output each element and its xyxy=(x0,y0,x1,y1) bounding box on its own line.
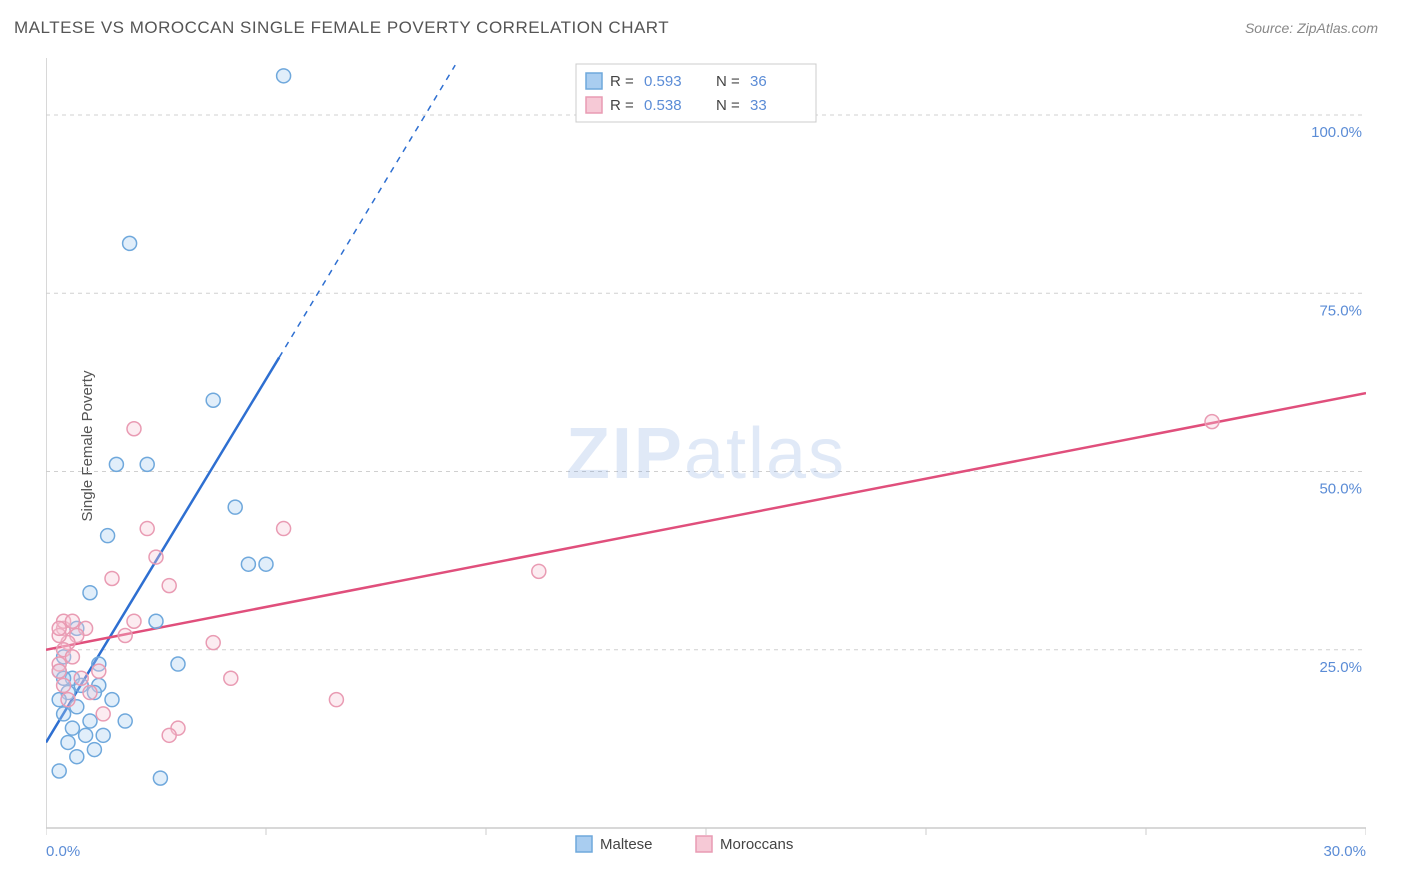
data-point xyxy=(96,707,110,721)
trend-line-extrapolated xyxy=(279,65,455,357)
scatter-plot: ZIPatlas R = 0.593 N = 36 R = 0.538 N = 33 Malt… xyxy=(46,58,1366,858)
data-point xyxy=(277,522,291,536)
data-point xyxy=(109,457,123,471)
data-point xyxy=(149,550,163,564)
legend-n-value: 36 xyxy=(750,73,767,90)
data-point xyxy=(532,564,546,578)
data-point xyxy=(123,236,137,250)
data-point xyxy=(65,721,79,735)
legend-swatch xyxy=(696,836,712,852)
data-point xyxy=(329,693,343,707)
data-point xyxy=(149,614,163,628)
legend-n-value: 33 xyxy=(750,97,767,114)
legend-swatch xyxy=(576,836,592,852)
chart-title: MALTESE VS MOROCCAN SINGLE FEMALE POVERT… xyxy=(14,18,669,38)
data-point xyxy=(140,457,154,471)
legend-series-label: Maltese xyxy=(600,836,653,853)
data-point xyxy=(92,664,106,678)
data-point xyxy=(206,636,220,650)
legend-n-label: N = xyxy=(716,97,740,114)
data-point xyxy=(74,671,88,685)
data-point xyxy=(83,714,97,728)
legend-swatch xyxy=(586,97,602,113)
data-point xyxy=(127,614,141,628)
data-point xyxy=(61,735,75,749)
legend-swatch xyxy=(586,73,602,89)
data-point xyxy=(206,393,220,407)
source-attribution: Source: ZipAtlas.com xyxy=(1245,20,1378,36)
data-point xyxy=(57,678,71,692)
x-tick-label: 30.0% xyxy=(1323,843,1366,858)
data-point xyxy=(162,579,176,593)
data-point xyxy=(96,728,110,742)
data-point xyxy=(171,657,185,671)
data-point xyxy=(52,664,66,678)
data-point xyxy=(105,693,119,707)
data-point xyxy=(127,422,141,436)
legend-series-label: Moroccans xyxy=(720,836,793,853)
legend-n-label: N = xyxy=(716,73,740,90)
data-point xyxy=(70,750,84,764)
data-point xyxy=(224,671,238,685)
legend-r-value: 0.538 xyxy=(644,97,682,114)
data-point xyxy=(118,714,132,728)
data-point xyxy=(65,650,79,664)
data-point xyxy=(65,614,79,628)
data-point xyxy=(61,693,75,707)
data-point xyxy=(83,686,97,700)
x-tick-label: 0.0% xyxy=(46,843,80,858)
watermark: ZIPatlas xyxy=(566,414,846,494)
data-point xyxy=(162,728,176,742)
y-tick-label: 100.0% xyxy=(1311,124,1362,141)
data-point xyxy=(153,771,167,785)
data-point xyxy=(87,743,101,757)
data-point xyxy=(277,69,291,83)
legend-r-label: R = xyxy=(610,97,634,114)
data-point xyxy=(228,500,242,514)
legend-r-value: 0.593 xyxy=(644,73,682,90)
data-point xyxy=(259,557,273,571)
y-tick-label: 75.0% xyxy=(1319,302,1362,319)
data-point xyxy=(79,728,93,742)
data-point xyxy=(83,586,97,600)
legend-r-label: R = xyxy=(610,73,634,90)
data-point xyxy=(140,522,154,536)
data-point xyxy=(101,529,115,543)
y-tick-label: 25.0% xyxy=(1319,659,1362,676)
data-point xyxy=(105,571,119,585)
data-point xyxy=(57,707,71,721)
data-point xyxy=(52,764,66,778)
data-point xyxy=(52,621,66,635)
data-point xyxy=(1205,415,1219,429)
y-tick-label: 50.0% xyxy=(1319,481,1362,498)
data-point xyxy=(241,557,255,571)
plot-svg: ZIPatlas R = 0.593 N = 36 R = 0.538 N = 33 Malt… xyxy=(46,58,1366,858)
data-point xyxy=(118,629,132,643)
